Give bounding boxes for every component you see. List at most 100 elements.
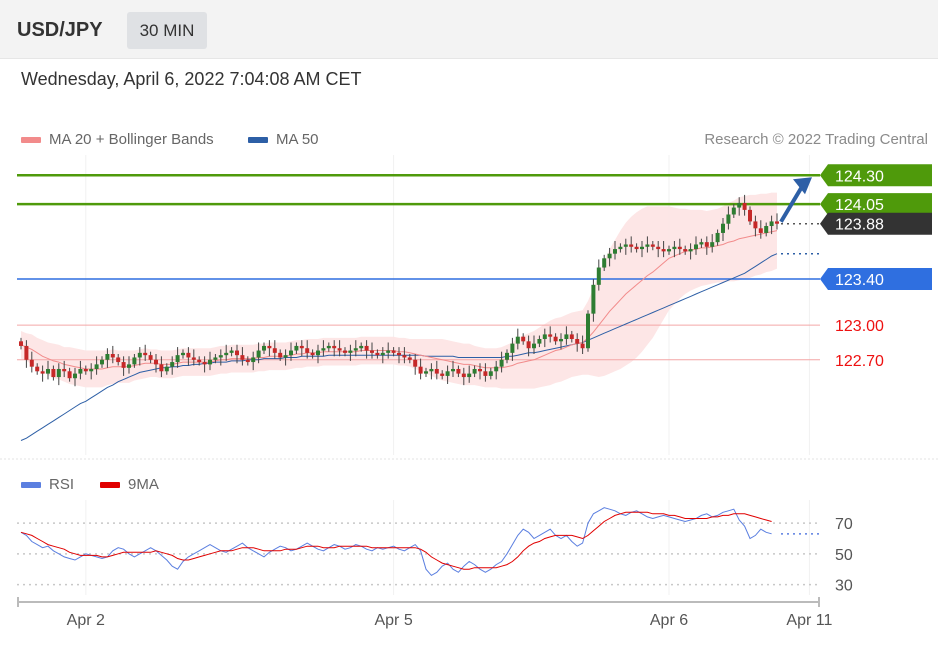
candle-body <box>634 246 639 250</box>
candle-body <box>380 352 385 356</box>
candle-body <box>451 368 455 372</box>
candle-body <box>116 357 121 363</box>
candle-body <box>29 359 34 367</box>
candle-body <box>580 343 585 349</box>
last-price-tag <box>820 212 932 235</box>
candle-body <box>121 362 126 368</box>
x-tick-label: Apr 2 <box>67 612 105 629</box>
candle-body <box>667 249 671 252</box>
candle-body <box>370 350 374 353</box>
candle-body <box>164 366 169 372</box>
candle-body <box>46 368 50 374</box>
candle-body <box>24 345 29 360</box>
candle-body <box>407 357 412 360</box>
rsi-swatch <box>21 482 41 489</box>
candle-body <box>456 368 461 374</box>
candle-body <box>191 357 196 360</box>
candle-body <box>348 350 353 353</box>
candle-body <box>742 202 747 210</box>
ma50-label: MA 50 <box>276 131 319 148</box>
candle-body <box>224 352 229 356</box>
candle-body <box>326 345 331 349</box>
candle-body <box>148 355 153 360</box>
candle-body <box>613 249 617 254</box>
candle-body <box>440 373 445 376</box>
candle-body <box>683 249 688 252</box>
candle-body <box>154 359 158 365</box>
candle-body <box>159 364 164 372</box>
candle-body <box>434 368 439 374</box>
candle-body <box>305 348 310 353</box>
candle-body <box>688 249 693 252</box>
projection-arrow-head <box>793 177 812 195</box>
candle-body <box>775 221 779 224</box>
candle-body <box>175 355 180 363</box>
candle-body <box>337 348 342 351</box>
candle-body <box>132 357 137 365</box>
candle-body <box>413 359 418 367</box>
candle-body <box>359 345 364 349</box>
level-tag-124.05 <box>820 193 932 216</box>
candle-body <box>35 366 40 372</box>
rsi-ma-swatch <box>100 482 120 489</box>
candle-body <box>245 359 250 363</box>
candle-body <box>710 242 715 247</box>
candle-body <box>532 343 536 349</box>
candle-body <box>19 341 23 346</box>
candle-body <box>575 339 580 344</box>
legend-rsi-ma: 9MA <box>100 476 159 493</box>
candle-body <box>353 348 358 351</box>
level-tag-123.40 <box>820 268 932 291</box>
candle-body <box>197 359 202 363</box>
projection-arrow-shaft <box>779 182 806 223</box>
candle-body <box>656 246 661 250</box>
candle-body <box>278 352 283 358</box>
candle-body <box>564 334 569 340</box>
candle-body <box>488 371 493 376</box>
candle-body <box>143 352 148 356</box>
candle-body <box>704 242 709 247</box>
rsi-ma-line <box>20 511 772 570</box>
candle-body <box>289 350 293 356</box>
candle-body <box>62 368 67 372</box>
candle-body <box>515 336 520 344</box>
rsi-label: RSI <box>49 476 75 493</box>
candle-body <box>510 343 515 353</box>
candle-body <box>170 362 175 367</box>
candle-body <box>650 244 655 247</box>
candle-body <box>181 352 185 356</box>
candle-body <box>769 221 774 227</box>
candle-body <box>559 339 563 342</box>
candle-body <box>343 350 347 353</box>
candle-body <box>737 202 742 208</box>
candle-body <box>569 334 574 340</box>
level-tag-124.30 <box>820 164 932 187</box>
level-label-124.05: 124.05 <box>835 197 884 214</box>
candle-body <box>537 339 542 344</box>
candle-body <box>472 368 477 374</box>
candle-body <box>78 368 83 374</box>
candle-body <box>208 359 212 365</box>
candle-body <box>202 362 207 365</box>
last-price-label: 123.88 <box>835 217 884 234</box>
candle-body <box>310 352 315 356</box>
ma20-swatch <box>21 137 41 144</box>
ma20-label: MA 20 + Bollinger Bands <box>49 131 214 148</box>
candle-body <box>332 345 337 349</box>
legend-ma50: MA 50 <box>248 131 319 148</box>
candle-body <box>494 366 499 372</box>
legend-ma20: MA 20 + Bollinger Bands <box>21 131 214 148</box>
candle-body <box>321 348 326 351</box>
candle-body <box>521 336 526 342</box>
candle-body <box>640 246 644 250</box>
level-label-123.00: 123.00 <box>835 318 884 335</box>
candle-body <box>629 244 634 247</box>
candle-body <box>721 223 725 233</box>
research-credit: Research © 2022 Trading Central <box>704 131 928 148</box>
candle-body <box>424 371 428 374</box>
rsi-line <box>20 507 772 577</box>
interval-button[interactable]: 30 MIN <box>127 12 207 49</box>
candle-body <box>364 345 369 351</box>
candle-body <box>229 350 234 353</box>
timestamp: Wednesday, April 6, 2022 7:04:08 AM CET <box>21 69 362 89</box>
